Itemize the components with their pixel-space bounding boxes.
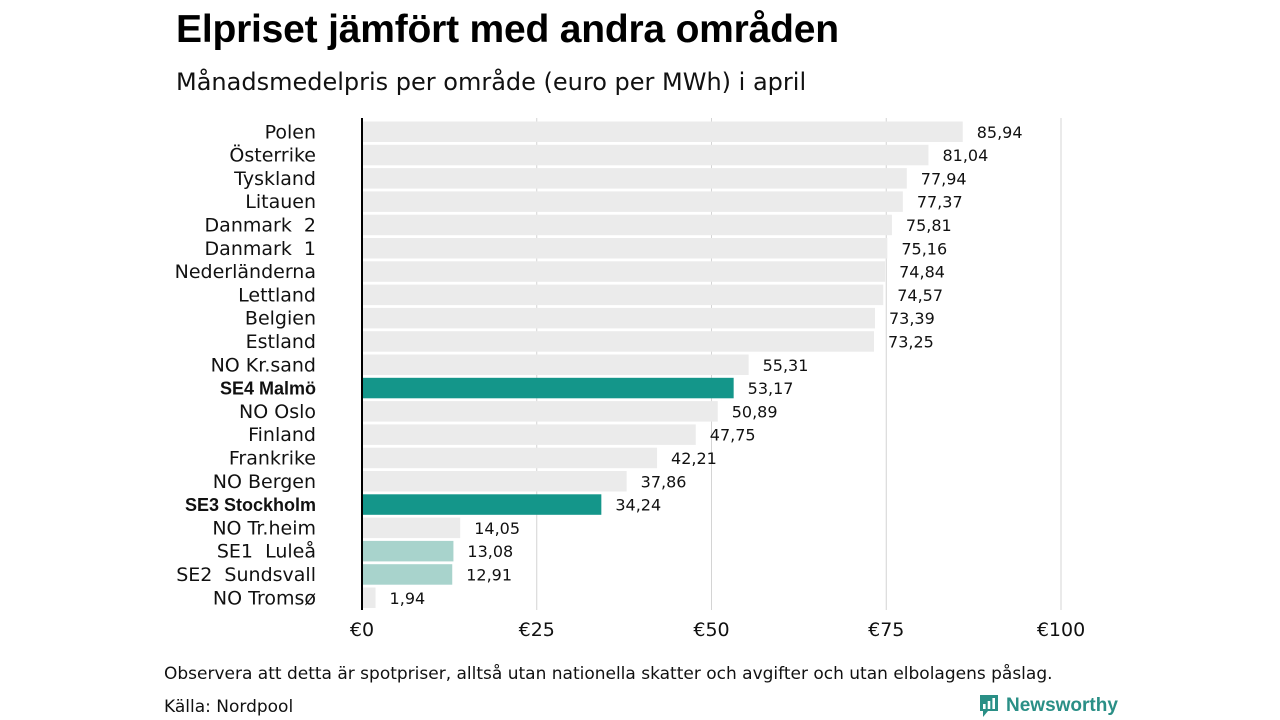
category-label: Belgien xyxy=(245,308,316,330)
value-label: 13,08 xyxy=(467,542,513,561)
bar xyxy=(362,121,963,142)
category-label: Litauen xyxy=(245,191,316,213)
category-label: Frankrike xyxy=(229,447,316,469)
brand-name: Newsworthy xyxy=(1006,695,1118,716)
category-label: Polen xyxy=(265,121,316,143)
bar xyxy=(362,471,627,492)
bar xyxy=(362,284,884,306)
value-label: 85,94 xyxy=(977,123,1023,142)
x-tick-label: €0 xyxy=(350,619,374,641)
value-label: 34,24 xyxy=(615,496,661,515)
category-label: Danmark 1 xyxy=(205,238,316,260)
source-text: Källa: Nordpool xyxy=(164,697,294,717)
category-label: Finland xyxy=(248,424,316,446)
value-label: 14,05 xyxy=(474,519,520,538)
bar xyxy=(362,168,907,189)
value-label: 73,39 xyxy=(889,309,935,328)
category-label: NO Oslo xyxy=(239,401,316,423)
value-label: 73,25 xyxy=(888,332,934,351)
bar xyxy=(362,238,888,259)
value-label: 37,86 xyxy=(641,472,687,491)
bar xyxy=(362,564,453,585)
bar xyxy=(362,494,602,515)
bar xyxy=(362,401,718,422)
x-tick-label: €75 xyxy=(868,619,904,641)
category-label: Lettland xyxy=(238,284,316,306)
x-tick-label: €100 xyxy=(1037,619,1085,641)
value-label: 50,89 xyxy=(732,402,778,421)
value-label: 12,91 xyxy=(466,565,512,584)
value-label: 81,04 xyxy=(942,146,988,165)
value-label: 42,21 xyxy=(671,449,717,468)
bar xyxy=(362,424,696,445)
bar xyxy=(362,307,875,329)
value-label: 74,57 xyxy=(897,286,943,305)
bar xyxy=(362,447,658,469)
chart-title: Elpriset jämfört med andra områden xyxy=(176,8,839,51)
category-label: SE3 Stockholm xyxy=(185,495,316,515)
category-label: Tyskland xyxy=(233,168,316,190)
x-tick-label: €50 xyxy=(693,619,729,641)
value-label: 53,17 xyxy=(748,379,794,398)
chart-subtitle: Månadsmedelpris per område (euro per MWh… xyxy=(176,68,807,96)
value-labels: 85,94 81,04 77,94 77,37 75,81 75,16 74,84 74,57… xyxy=(390,123,1023,608)
brand-logo: Newsworthy xyxy=(978,693,1118,719)
bar xyxy=(362,191,903,212)
category-label: Estland xyxy=(246,331,316,353)
bar xyxy=(362,331,875,352)
newsworthy-logo-icon xyxy=(980,695,998,717)
value-label: 75,16 xyxy=(901,239,947,258)
value-label: 77,37 xyxy=(917,193,963,212)
bar xyxy=(362,587,376,608)
value-label: 55,31 xyxy=(763,356,809,375)
bar xyxy=(362,144,929,166)
x-tick-label: €25 xyxy=(519,619,555,641)
category-label: NO Bergen xyxy=(213,471,316,493)
bar xyxy=(362,517,461,539)
value-label: 75,81 xyxy=(906,216,952,235)
category-label: NO Tr.heim xyxy=(212,517,316,539)
bar xyxy=(362,540,454,562)
category-label: NO Kr.sand xyxy=(211,354,316,376)
category-label: NO Tromsø xyxy=(213,587,316,609)
value-label: 74,84 xyxy=(899,263,945,282)
category-label: SE4 Malmö xyxy=(220,379,316,399)
category-label: Österrike xyxy=(229,144,316,167)
category-label: SE1 Luleå xyxy=(217,540,316,563)
category-label: Nederländerna xyxy=(175,261,316,283)
category-label: Danmark 2 xyxy=(205,214,316,236)
footnote: Observera att detta är spotpriser, allts… xyxy=(164,664,1053,684)
category-label: SE2 Sundsvall xyxy=(176,564,316,586)
bar xyxy=(362,261,886,282)
bars xyxy=(362,121,963,608)
bar xyxy=(362,354,749,375)
bar xyxy=(362,377,734,399)
x-axis-ticks: €0 €25 €50 €75 €100 xyxy=(350,619,1085,641)
value-label: 47,75 xyxy=(710,426,756,445)
value-label: 77,94 xyxy=(921,169,967,188)
value-label: 1,94 xyxy=(390,589,426,608)
bar xyxy=(362,214,892,236)
